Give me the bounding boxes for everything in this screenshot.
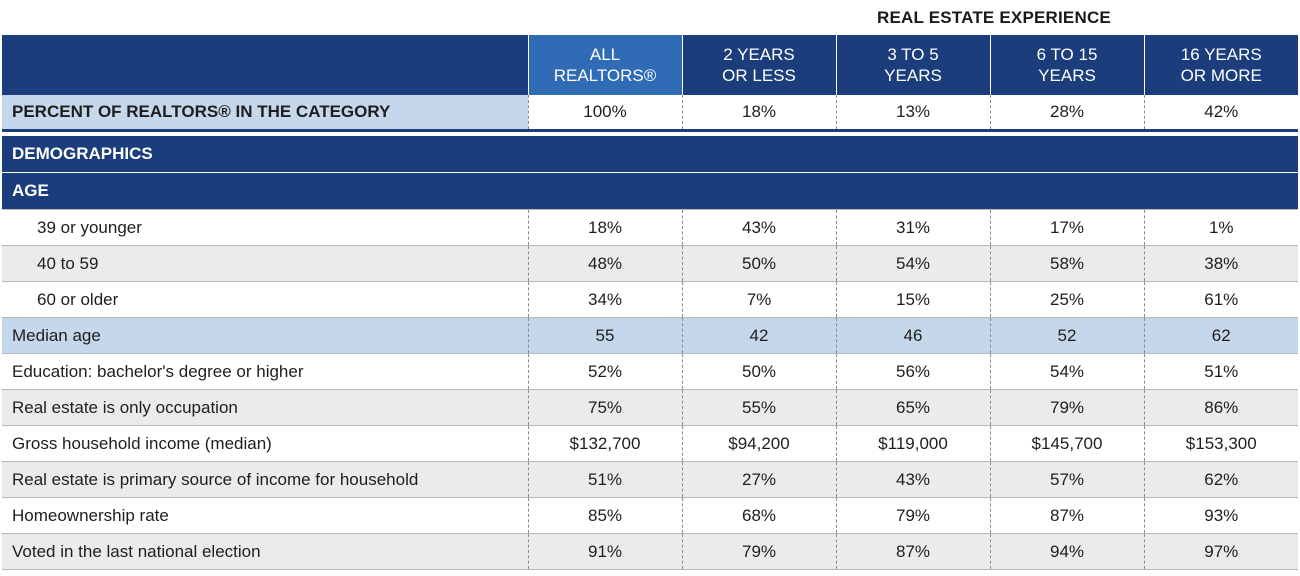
table-cell: 56% <box>835 353 990 390</box>
percent-cell: 100% <box>527 95 682 132</box>
percent-cell: 18% <box>681 95 836 132</box>
table-cell: 65% <box>835 389 990 426</box>
table-row: Voted in the last national election 91% … <box>2 533 1298 570</box>
percent-row: PERCENT OF REALTORS® IN THE CATEGORY 100… <box>2 95 1298 132</box>
row-label: Real estate is primary source of income … <box>2 461 528 498</box>
table-cell: 62% <box>1143 461 1298 498</box>
table-cell: 52 <box>989 317 1144 354</box>
row-label: Education: bachelor's degree or higher <box>2 353 528 390</box>
table-cell: 68% <box>681 497 836 534</box>
col-header-all: ALL REALTORS® <box>527 35 682 95</box>
table-cell: 93% <box>1143 497 1298 534</box>
percent-row-label: PERCENT OF REALTORS® IN THE CATEGORY <box>2 95 528 132</box>
table-cell: 79% <box>989 389 1144 426</box>
row-label: Real estate is only occupation <box>2 389 528 426</box>
section-label: AGE <box>2 172 1298 210</box>
section-demographics: DEMOGRAPHICS <box>2 135 1298 173</box>
table-cell: 25% <box>989 281 1144 318</box>
table-cell: 7% <box>681 281 836 318</box>
super-title: REAL ESTATE EXPERIENCE <box>877 8 1111 27</box>
table-cell: 75% <box>527 389 682 426</box>
table-cell: 43% <box>681 209 836 246</box>
table-cell: 46 <box>835 317 990 354</box>
table-cell: 27% <box>681 461 836 498</box>
table-cell: 18% <box>527 209 682 246</box>
table-cell: 97% <box>1143 533 1298 570</box>
experience-table: ALL REALTORS® 2 YEARS OR LESS 3 TO 5 YEARS … <box>2 35 1298 570</box>
table-cell: 87% <box>989 497 1144 534</box>
table-cell: $94,200 <box>681 425 836 462</box>
row-label: 40 to 59 <box>2 245 528 282</box>
percent-cell: 42% <box>1143 95 1298 132</box>
table-cell: 17% <box>989 209 1144 246</box>
table-cell: 55% <box>681 389 836 426</box>
table-cell: 62 <box>1143 317 1298 354</box>
table-row: 60 or older 34% 7% 15% 25% 61% <box>2 281 1298 318</box>
table-cell: 52% <box>527 353 682 390</box>
table-cell: 51% <box>1143 353 1298 390</box>
table-cell: 94% <box>989 533 1144 570</box>
table-cell: 54% <box>835 245 990 282</box>
table-cell: 91% <box>527 533 682 570</box>
table-cell: 85% <box>527 497 682 534</box>
table-cell: 42 <box>681 317 836 354</box>
table-cell: $153,300 <box>1143 425 1298 462</box>
row-label: 39 or younger <box>2 209 528 246</box>
table-row: Gross household income (median) $132,700… <box>2 425 1298 462</box>
table-cell: $119,000 <box>835 425 990 462</box>
table-row: Real estate is only occupation 75% 55% 6… <box>2 389 1298 426</box>
col-header-3-to-5-years: 3 TO 5 YEARS <box>835 35 990 95</box>
row-label: Voted in the last national election <box>2 533 528 570</box>
table-cell: 79% <box>681 533 836 570</box>
percent-cell: 28% <box>989 95 1144 132</box>
percent-cell: 13% <box>835 95 990 132</box>
table-cell: 31% <box>835 209 990 246</box>
table-row: Education: bachelor's degree or higher 5… <box>2 353 1298 390</box>
table-cell: 54% <box>989 353 1144 390</box>
table-cell: 55 <box>527 317 682 354</box>
table-cell: 57% <box>989 461 1144 498</box>
header-corner <box>2 35 528 95</box>
table-cell: 61% <box>1143 281 1298 318</box>
col-header-16-years-or-more: 16 YEARS OR MORE <box>1143 35 1298 95</box>
table-cell: 48% <box>527 245 682 282</box>
section-label: DEMOGRAPHICS <box>2 135 1298 173</box>
row-label: Gross household income (median) <box>2 425 528 462</box>
col-header-6-to-15-years: 6 TO 15 YEARS <box>989 35 1144 95</box>
table-cell: 34% <box>527 281 682 318</box>
table-cell: 86% <box>1143 389 1298 426</box>
col-header-2-years-or-less: 2 YEARS OR LESS <box>681 35 836 95</box>
table-cell: 51% <box>527 461 682 498</box>
row-label: Homeownership rate <box>2 497 528 534</box>
table-cell: $132,700 <box>527 425 682 462</box>
table-row: Homeownership rate 85% 68% 79% 87% 93% <box>2 497 1298 534</box>
row-label: Median age <box>2 317 528 354</box>
table-cell: $145,700 <box>989 425 1144 462</box>
table-cell: 38% <box>1143 245 1298 282</box>
column-header-row: ALL REALTORS® 2 YEARS OR LESS 3 TO 5 YEARS … <box>2 35 1298 95</box>
table-cell: 15% <box>835 281 990 318</box>
section-age: AGE <box>2 172 1298 210</box>
table-cell: 43% <box>835 461 990 498</box>
table-row-median-age: Median age 55 42 46 52 62 <box>2 317 1298 354</box>
table-cell: 87% <box>835 533 990 570</box>
table-cell: 50% <box>681 353 836 390</box>
row-label: 60 or older <box>2 281 528 318</box>
table-cell: 79% <box>835 497 990 534</box>
table-cell: 58% <box>989 245 1144 282</box>
table-cell: 1% <box>1143 209 1298 246</box>
table-row: Real estate is primary source of income … <box>2 461 1298 498</box>
table-cell: 50% <box>681 245 836 282</box>
table-row: 39 or younger 18% 43% 31% 17% 1% <box>2 209 1298 246</box>
table-row: 40 to 59 48% 50% 54% 58% 38% <box>2 245 1298 282</box>
